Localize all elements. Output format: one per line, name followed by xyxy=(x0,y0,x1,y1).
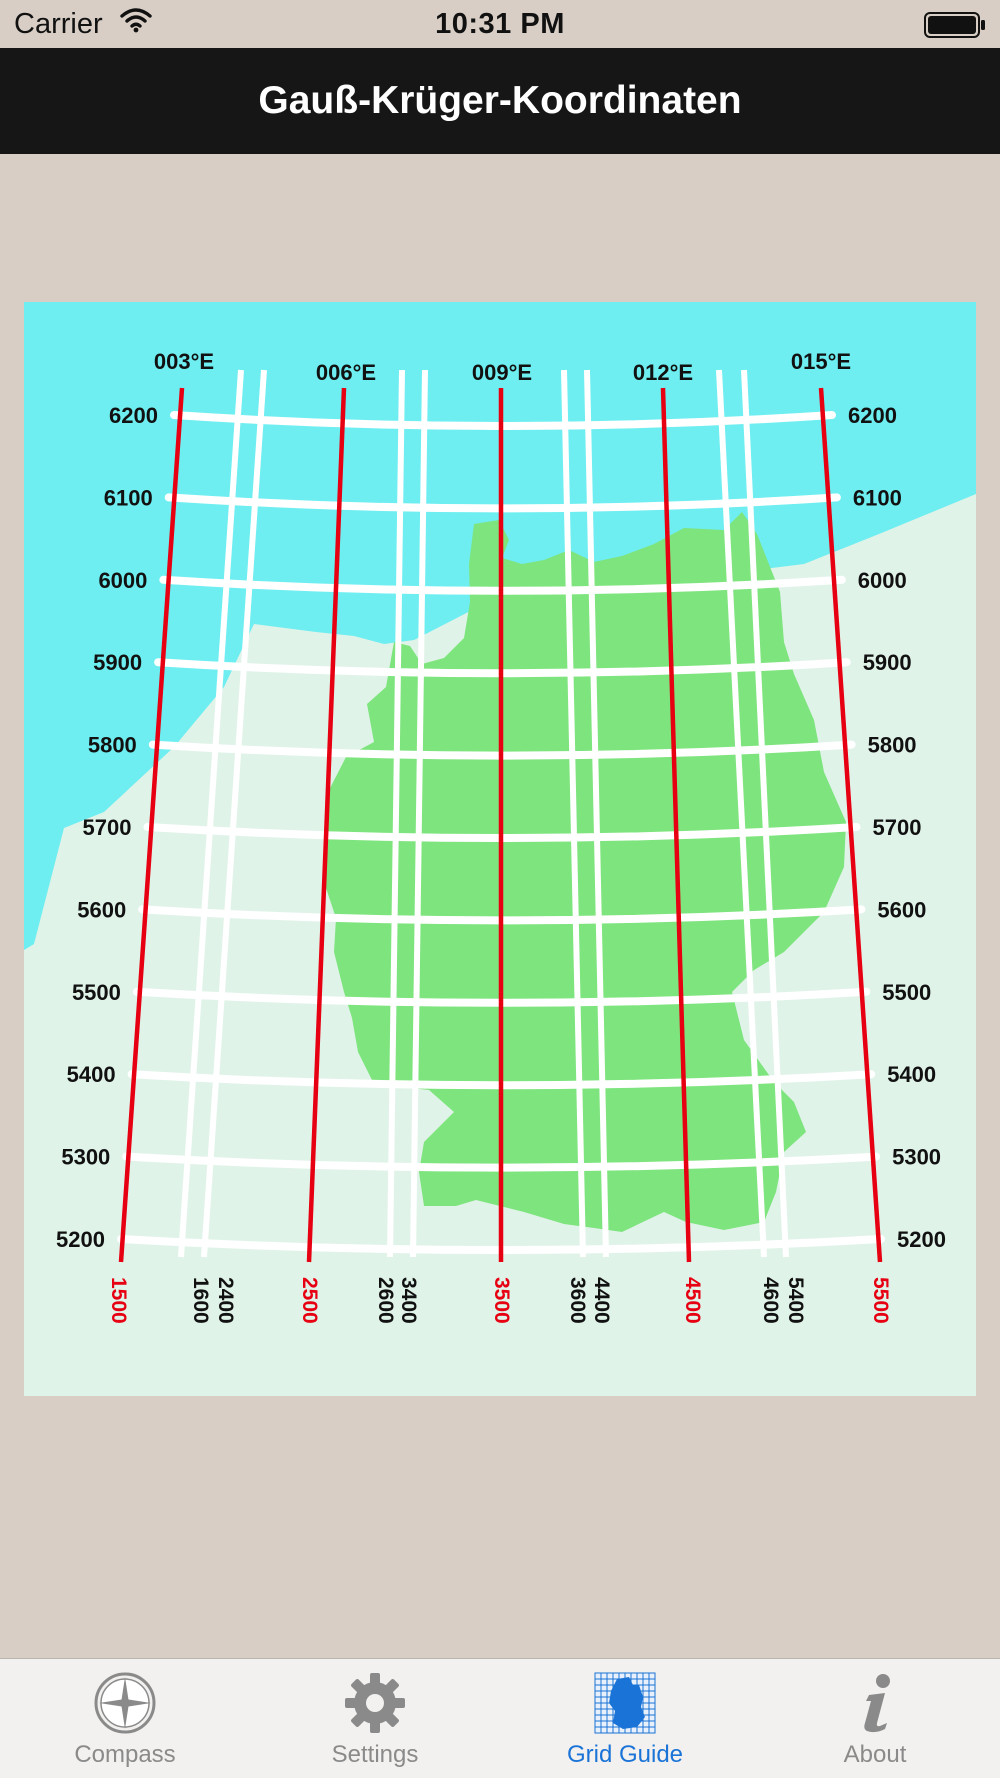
compass-icon xyxy=(94,1672,156,1734)
northing-label-left: 5600 xyxy=(77,897,126,922)
easting-line xyxy=(741,369,789,1258)
easting-line xyxy=(410,369,428,1258)
sea-area xyxy=(24,302,976,950)
tab-grid-guide[interactable]: Grid Guide xyxy=(500,1659,750,1778)
info-icon xyxy=(864,1674,890,1733)
central-meridian xyxy=(818,387,883,1263)
easting-label: 4600 xyxy=(759,1277,782,1324)
grid-lines xyxy=(117,369,885,1263)
meridian-label: 003°E xyxy=(154,349,214,374)
central-meridian xyxy=(118,387,185,1263)
tab-about[interactable]: About xyxy=(750,1659,1000,1778)
northing-label-left: 6100 xyxy=(104,485,153,510)
easting-label: 2400 xyxy=(214,1277,237,1324)
easting-label-red: 4500 xyxy=(681,1277,704,1324)
northing-label-right: 5600 xyxy=(877,897,926,922)
tab-grid-guide-label: Grid Guide xyxy=(566,1741,684,1768)
tab-settings-label: Settings xyxy=(331,1741,419,1768)
northing-label-right: 5500 xyxy=(882,980,931,1005)
tab-bar: Compass Settings xyxy=(0,1658,1000,1778)
northing-label-right: 5200 xyxy=(897,1227,946,1252)
easting-line xyxy=(387,369,405,1258)
carrier-label: Carrier xyxy=(14,8,103,40)
easting-label-red: 3500 xyxy=(490,1277,513,1324)
status-time: 10:31 PM xyxy=(435,8,565,40)
northing-label-left: 6200 xyxy=(109,403,158,428)
easting-line xyxy=(201,369,267,1258)
easting-line xyxy=(584,369,609,1258)
meridian-label: 006°E xyxy=(316,360,376,385)
easting-label: 1600 xyxy=(189,1277,212,1324)
tab-settings[interactable]: Settings xyxy=(250,1659,500,1778)
northing-label-right: 6100 xyxy=(853,485,902,510)
easting-label: 4400 xyxy=(590,1277,613,1324)
northing-label-left: 5700 xyxy=(83,815,132,840)
tab-about-label: About xyxy=(843,1741,907,1768)
meridian-label: 015°E xyxy=(791,349,851,374)
northing-label-left: 6000 xyxy=(98,568,147,593)
northing-label-left: 5300 xyxy=(61,1145,110,1170)
northing-label-left: 5500 xyxy=(72,980,121,1005)
easting-label-red: 2500 xyxy=(298,1277,321,1324)
meridian-label: 012°E xyxy=(633,360,693,385)
northing-label-left: 5900 xyxy=(93,650,142,675)
northing-label-left: 5200 xyxy=(56,1227,105,1252)
easting-label: 2600 xyxy=(374,1277,397,1324)
easting-line xyxy=(716,369,767,1258)
easting-label: 3600 xyxy=(566,1277,589,1324)
northing-label-right: 5900 xyxy=(863,650,912,675)
grid-map-icon xyxy=(594,1672,656,1734)
northing-label-left: 5800 xyxy=(88,733,137,758)
northing-label-left: 5400 xyxy=(67,1062,116,1087)
northing-label-right: 6000 xyxy=(858,568,907,593)
tab-compass[interactable]: Compass xyxy=(0,1659,250,1778)
easting-label: 5400 xyxy=(784,1277,807,1324)
grid-map-canvas: 003°E 006°E 009°E 012°E 015°E 6200 6200 6100 610… xyxy=(24,302,976,1396)
page-title: Gauß-Krüger-Koordinaten xyxy=(258,79,742,122)
northing-label-right: 5800 xyxy=(868,733,917,758)
northing-label-right: 5700 xyxy=(873,815,922,840)
wifi-icon xyxy=(120,6,152,42)
northing-label-right: 5300 xyxy=(892,1145,941,1170)
germany-area xyxy=(324,512,846,1232)
easting-label-red: 5500 xyxy=(869,1277,892,1324)
navigation-bar: Gauß-Krüger-Koordinaten xyxy=(0,48,1000,154)
central-meridian xyxy=(306,387,347,1263)
easting-label-red: 1500 xyxy=(107,1277,130,1324)
battery-icon xyxy=(924,12,986,46)
gauss-krueger-grid-map: 003°E 006°E 009°E 012°E 015°E 6200 6200 6100 610… xyxy=(24,302,976,1396)
gear-icon xyxy=(345,1673,405,1733)
status-bar: Carrier 10:31 PM xyxy=(0,0,1000,48)
grid-labels: 003°E 006°E 009°E 012°E 015°E 6200 6200 6100 610… xyxy=(56,349,946,1324)
northing-label-right: 6200 xyxy=(848,403,897,428)
easting-label: 3400 xyxy=(397,1277,420,1324)
tab-compass-label: Compass xyxy=(74,1741,176,1768)
northing-label-right: 5400 xyxy=(887,1062,936,1087)
easting-line xyxy=(178,369,244,1258)
central-meridian xyxy=(660,387,692,1263)
easting-line xyxy=(561,369,586,1258)
meridian-label: 009°E xyxy=(472,360,532,385)
